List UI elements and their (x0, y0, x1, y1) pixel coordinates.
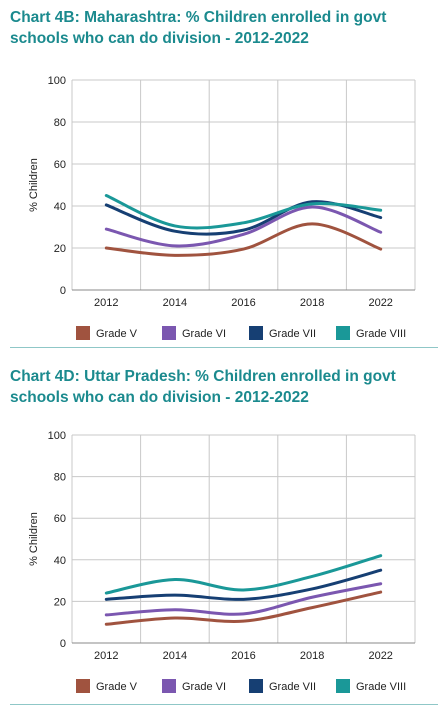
y-tick-label: 60 (54, 159, 66, 171)
series-line-grade-vi (104, 205, 383, 248)
legend-label-grade-v: Grade V (96, 328, 138, 340)
legend-label-grade-v: Grade V (96, 681, 138, 693)
divider (10, 347, 438, 348)
legend-label-grade-vii: Grade VII (269, 328, 316, 340)
legend-swatch-grade-v (76, 679, 90, 693)
y-axis-label: % Children (28, 512, 40, 566)
legend-swatch-grade-vii (249, 326, 263, 340)
x-tick-label: 2012 (94, 650, 118, 662)
y-tick-label: 20 (54, 596, 66, 608)
y-tick-label: 80 (54, 117, 66, 129)
series-line-grade-viii (104, 554, 383, 595)
x-tick-label: 2018 (300, 650, 324, 662)
y-tick-label: 0 (60, 285, 66, 297)
legend-swatch-grade-vii (249, 679, 263, 693)
legend-swatch-grade-vi (162, 326, 176, 340)
y-tick-label: 40 (54, 201, 66, 213)
x-tick-label: 2014 (163, 650, 187, 662)
divider (10, 704, 438, 705)
y-axis-label: % Children (28, 158, 40, 212)
legend-swatch-grade-vi (162, 679, 176, 693)
line-chart-uttar-pradesh: 0 20 40 60 80 100 2012 2014 2016 2018 2022 % Childr… (28, 430, 416, 693)
y-tick-label: 40 (54, 555, 66, 567)
legend-swatch-grade-viii (336, 679, 350, 693)
x-tick-label: 2022 (368, 650, 392, 662)
x-tick-label: 2022 (368, 297, 392, 309)
x-tick-label: 2012 (94, 297, 118, 309)
legend-label-grade-viii: Grade VIII (356, 681, 406, 693)
x-tick-label: 2016 (231, 650, 255, 662)
chart-block-uttar-pradesh: Chart 4D: Uttar Pradesh: % Children enro… (0, 356, 448, 712)
chart-block-maharashtra: Chart 4B: Maharashtra: % Children enroll… (10, 9, 438, 348)
x-tick-label: 2016 (231, 297, 255, 309)
y-tick-label: 100 (48, 430, 66, 442)
legend-label-grade-vi: Grade VI (182, 681, 226, 693)
line-chart-maharashtra: 0 20 40 60 80 100 2012 2014 2016 2018 2022 % Childr… (28, 75, 416, 340)
x-tick-label: 2014 (163, 297, 187, 309)
chart-title: Chart 4B: Maharashtra: % Children enroll… (10, 9, 387, 47)
legend-swatch-grade-viii (336, 326, 350, 340)
y-tick-label: 20 (54, 243, 66, 255)
x-tick-label: 2018 (300, 297, 324, 309)
y-tick-label: 80 (54, 472, 66, 484)
legend-label-grade-viii: Grade VIII (356, 328, 406, 340)
y-tick-label: 0 (60, 638, 66, 650)
legend-label-grade-vi: Grade VI (182, 328, 226, 340)
legend-swatch-grade-v (76, 326, 90, 340)
y-tick-label: 60 (54, 513, 66, 525)
y-tick-label: 100 (48, 75, 66, 87)
legend-label-grade-vii: Grade VII (269, 681, 316, 693)
chart-title: Chart 4D: Uttar Pradesh: % Children enro… (10, 368, 396, 406)
